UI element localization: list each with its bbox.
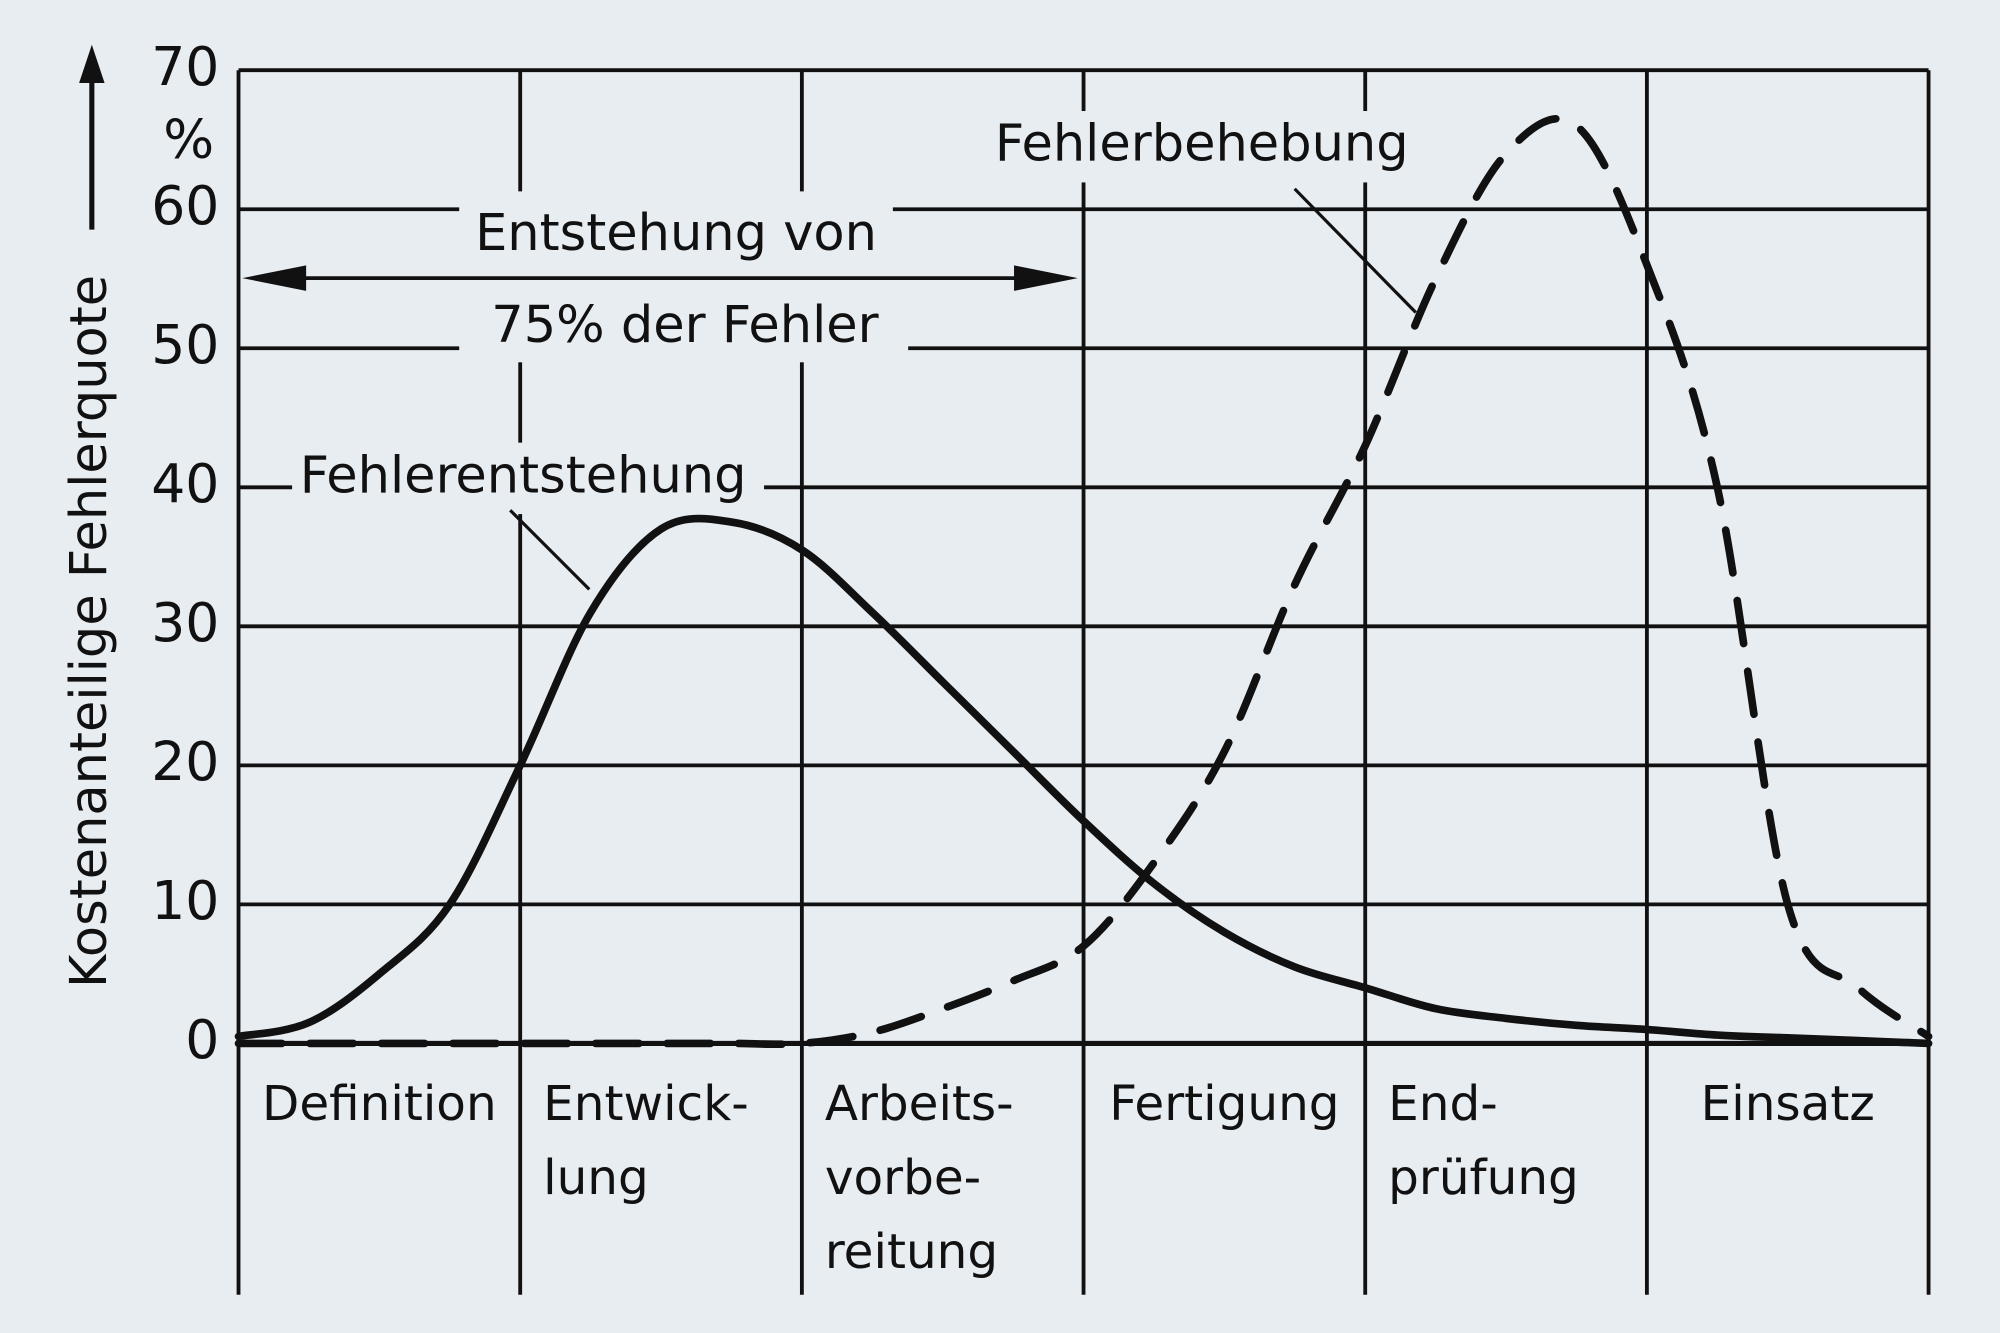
y-tick-label: 0 bbox=[185, 1008, 219, 1071]
span-arrow-head bbox=[242, 265, 307, 291]
x-tick-label: End-prüfung bbox=[1388, 1076, 1579, 1206]
x-tick-label: Definition bbox=[262, 1076, 497, 1132]
y-tick-label: 40 bbox=[151, 452, 219, 515]
x-tick-line: prüfung bbox=[1388, 1150, 1579, 1206]
series-line bbox=[234, 514, 1933, 1048]
leader-line bbox=[509, 509, 591, 591]
y-tick-label: 10 bbox=[151, 869, 219, 932]
x-tick-line: Arbeits- bbox=[825, 1076, 1014, 1132]
x-tick-line: reitung bbox=[825, 1224, 998, 1280]
y-tick-label: 50 bbox=[151, 313, 219, 376]
y-arrow-head bbox=[79, 44, 105, 83]
leader-line bbox=[1293, 187, 1417, 314]
series-label: Fehlerbehebung bbox=[995, 115, 1409, 174]
y-unit: % bbox=[163, 108, 214, 171]
x-tick-line: Entwick- bbox=[543, 1076, 749, 1132]
x-tick-label: Arbeits-vorbe-reitung bbox=[825, 1076, 1014, 1280]
x-tick-line: End- bbox=[1388, 1076, 1498, 1132]
y-tick-label: 70 bbox=[151, 35, 219, 98]
x-tick-line: Definition bbox=[262, 1076, 497, 1132]
label-bg bbox=[987, 111, 1409, 183]
span-label: Entstehung von bbox=[475, 204, 877, 263]
x-tick-line: Einsatz bbox=[1701, 1076, 1875, 1132]
label-bg bbox=[461, 290, 909, 363]
y-tick-label: 60 bbox=[151, 174, 219, 237]
x-tick-label: Einsatz bbox=[1701, 1076, 1875, 1132]
y-tick-label: 30 bbox=[151, 591, 219, 654]
x-tick-label: Fertigung bbox=[1109, 1076, 1339, 1132]
label-bg bbox=[461, 197, 891, 272]
span-arrow-head bbox=[1014, 265, 1078, 291]
series-label: Fehlerentstehung bbox=[300, 446, 747, 505]
x-tick-line: vorbe- bbox=[825, 1150, 981, 1206]
series-line bbox=[234, 115, 1933, 1049]
x-tick-label: Entwick-lung bbox=[543, 1076, 749, 1206]
x-tick-line: lung bbox=[543, 1150, 649, 1206]
span-label: 75% der Fehler bbox=[491, 296, 878, 355]
label-bg bbox=[292, 442, 765, 515]
y-tick-label: 20 bbox=[151, 730, 219, 793]
x-tick-line: Fertigung bbox=[1109, 1076, 1339, 1132]
y-axis-label: Kostenanteilige Fehlerquote bbox=[60, 275, 119, 988]
